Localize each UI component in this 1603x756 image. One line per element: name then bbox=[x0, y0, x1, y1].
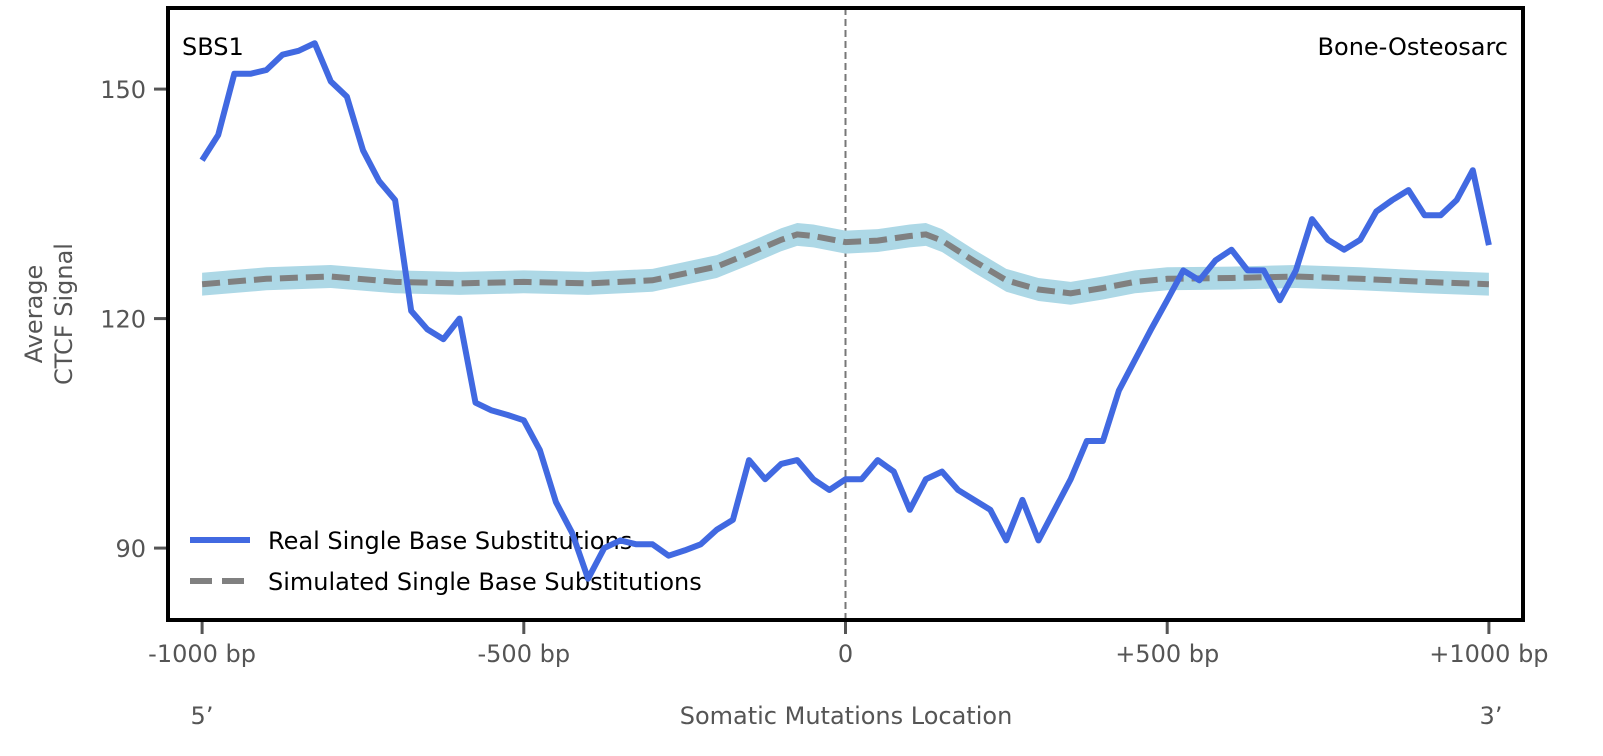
x-tick-label: +1000 bp bbox=[1429, 640, 1548, 668]
x-tick-label: +500 bp bbox=[1115, 640, 1219, 668]
signature-label: SBS1 bbox=[182, 33, 244, 61]
y-axis: 90 120 150 bbox=[100, 76, 168, 563]
legend-simulated-label: Simulated Single Base Substitutions bbox=[268, 568, 702, 596]
y-tick-label: 90 bbox=[115, 535, 146, 563]
x-axis: -1000 bp -500 bp 0 +500 bp +1000 bp bbox=[148, 620, 1549, 668]
y-axis-label-line1: Average bbox=[20, 265, 48, 364]
y-tick-label: 150 bbox=[100, 76, 146, 104]
cancer-type-label: Bone-Osteosarc bbox=[1318, 33, 1508, 61]
legend: Real Single Base Substitutions Simulated… bbox=[190, 527, 702, 596]
x-axis-label: Somatic Mutations Location bbox=[680, 702, 1013, 730]
x-tick-label: -1000 bp bbox=[148, 640, 256, 668]
five-prime-label: 5’ bbox=[191, 702, 214, 730]
x-tick-label: 0 bbox=[838, 640, 853, 668]
real-series-line bbox=[199, 40, 1492, 582]
y-tick-label: 120 bbox=[100, 306, 146, 334]
plot-frame bbox=[166, 6, 1525, 622]
y-axis-label-line2: CTCF Signal bbox=[50, 243, 78, 385]
x-tick-label: -500 bp bbox=[478, 640, 571, 668]
three-prime-label: 3’ bbox=[1480, 702, 1503, 730]
